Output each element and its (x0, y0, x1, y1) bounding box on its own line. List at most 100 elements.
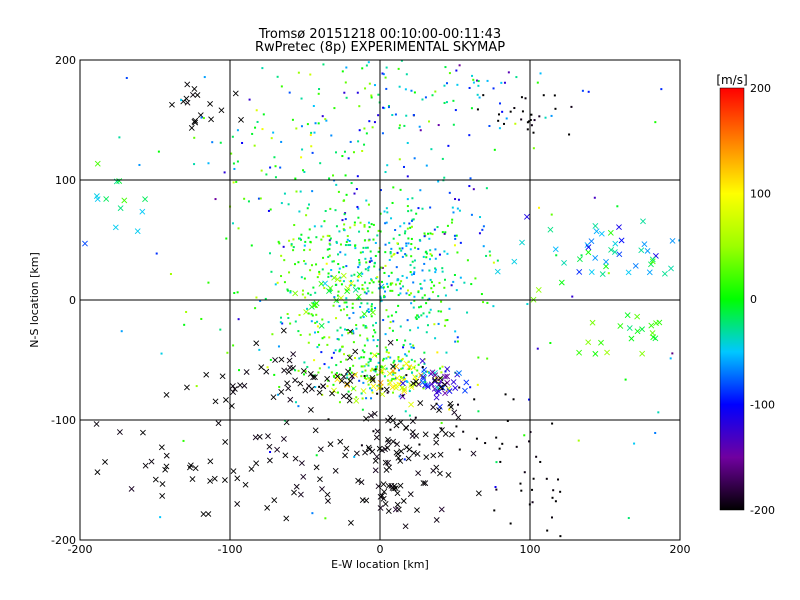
data-point-dot (357, 297, 360, 300)
data-point-dot (393, 365, 396, 368)
data-point-dot (455, 69, 458, 72)
data-point-dot (482, 301, 485, 304)
data-point-x (332, 467, 339, 474)
data-point-dot (494, 485, 497, 488)
data-point-x (451, 409, 458, 416)
data-point-x (184, 81, 191, 88)
data-point-dot (363, 143, 366, 146)
data-point-dot (339, 360, 342, 363)
data-point-dot (616, 205, 619, 208)
y-tick-label: -200 (51, 534, 76, 547)
data-point-x (433, 439, 440, 446)
data-point-dot (370, 305, 373, 308)
data-point-dot (405, 276, 408, 279)
data-point-dot (367, 361, 370, 364)
data-point-x (272, 357, 279, 363)
data-point-dot (289, 322, 292, 325)
data-point-dot (370, 223, 373, 226)
data-point-x (142, 462, 149, 469)
data-point-dot (415, 212, 418, 215)
data-point-dot (553, 94, 556, 97)
data-point-x (383, 467, 390, 473)
data-point-dot (313, 225, 316, 228)
data-point-dot (536, 347, 539, 350)
data-point-dot (294, 177, 297, 180)
grid-lines (80, 60, 680, 540)
data-point-dot (288, 271, 291, 274)
data-point-dot (365, 132, 368, 135)
data-point-x (93, 421, 100, 427)
data-point-dot (458, 448, 461, 451)
data-point-dot (394, 229, 397, 232)
data-point-dot (360, 444, 363, 447)
data-point-dot (366, 339, 369, 342)
data-point-dot (385, 309, 388, 312)
data-point-x (316, 389, 323, 396)
data-point-dot (362, 324, 365, 327)
data-point-dot (280, 202, 283, 205)
data-point-x (398, 448, 405, 455)
data-point-dot (316, 276, 319, 279)
data-point-dot (307, 236, 310, 239)
data-point-dot (368, 265, 371, 268)
data-point-dot (532, 147, 535, 150)
data-point-x (300, 473, 307, 480)
data-point-dot (387, 275, 390, 278)
data-point-x (355, 477, 362, 484)
data-point-dot (370, 96, 373, 99)
data-point-x (337, 438, 344, 445)
data-point-dot (456, 83, 459, 86)
data-point-x (348, 280, 355, 287)
data-point-dot (345, 358, 348, 361)
data-point-dot (427, 232, 430, 235)
data-point-dot (367, 364, 370, 367)
data-point-dot (454, 330, 457, 333)
data-point-dot (298, 314, 301, 317)
data-point-x (447, 400, 454, 407)
data-point-dot (302, 373, 305, 376)
data-point-x (535, 287, 542, 293)
data-point-x (436, 407, 442, 413)
data-point-dot (339, 251, 342, 254)
data-point-x (326, 288, 332, 294)
data-point-dot (300, 97, 303, 100)
data-point-x (649, 330, 656, 336)
data-point-x (558, 279, 565, 286)
data-point-dot (322, 235, 325, 238)
data-point-x (121, 197, 128, 204)
colorbar-tick-label: -100 (750, 399, 775, 412)
data-point-dot (489, 254, 492, 257)
data-point-dot (389, 289, 392, 292)
data-point-dot (346, 235, 349, 238)
data-point-x (377, 379, 384, 386)
data-point-dot (350, 371, 353, 374)
data-point-dot (414, 246, 417, 249)
data-point-x (598, 230, 605, 237)
data-point-dot (361, 397, 364, 400)
data-point-dot (391, 282, 394, 285)
data-point-dot (338, 401, 341, 404)
data-point-dot (392, 320, 395, 323)
data-point-dot (323, 220, 326, 223)
data-point-dot (468, 185, 471, 188)
data-point-dot (430, 148, 433, 151)
data-point-dot (358, 258, 361, 261)
data-point-dot (521, 110, 524, 113)
data-point-x (223, 396, 229, 403)
data-point-dot (399, 188, 402, 191)
data-point-x (452, 385, 459, 391)
data-point-x (265, 433, 271, 440)
data-point-dot (477, 84, 480, 87)
data-point-dot (472, 78, 475, 81)
data-point-dot (385, 87, 388, 90)
data-point-dot (345, 373, 348, 376)
data-point-dot (292, 246, 295, 249)
data-point-dot (297, 71, 300, 74)
data-point-dot (352, 330, 355, 333)
data-point-dot (376, 234, 379, 237)
data-point-dot (155, 252, 158, 255)
data-point-dot (456, 251, 459, 254)
data-point-dot (331, 260, 334, 263)
data-point-dot (259, 197, 262, 200)
data-point-x (380, 495, 387, 502)
